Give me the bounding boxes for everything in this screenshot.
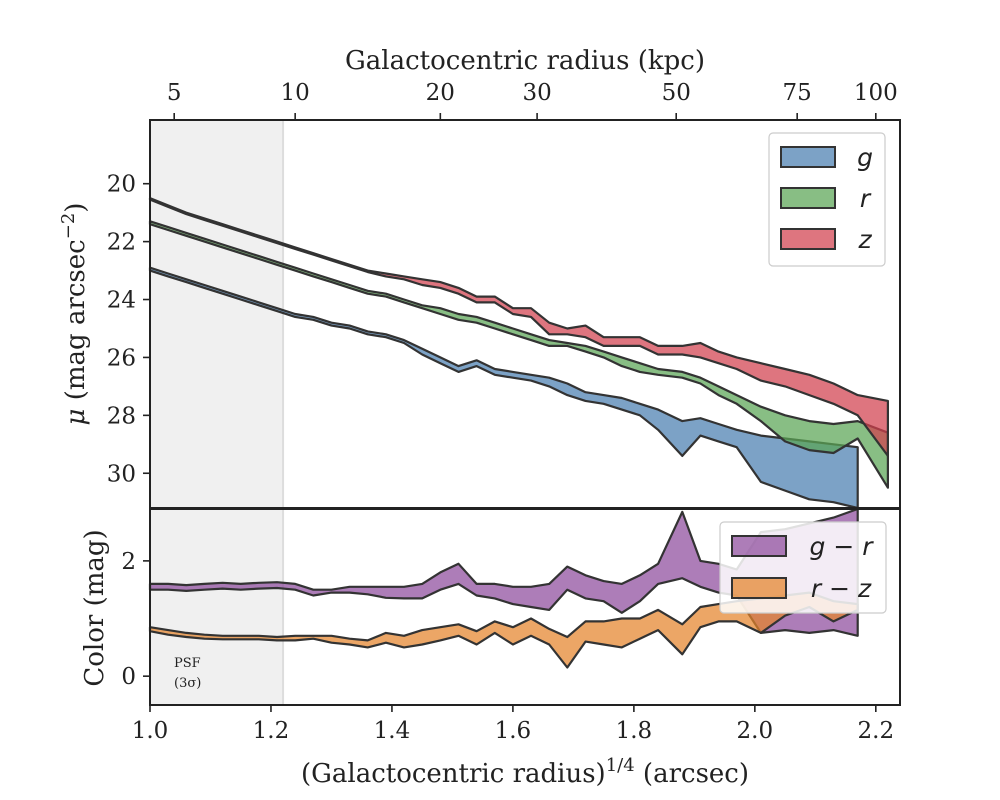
legend-swatch xyxy=(780,146,836,168)
psf-shaded-region-top xyxy=(150,120,284,508)
legend-label: z xyxy=(857,225,872,254)
y-tick-label: 24 xyxy=(107,288,136,314)
top-axis-kpc-ticks: 5 10 20 30 50 75 100 xyxy=(167,80,898,120)
bottom-panel-frame xyxy=(149,508,901,706)
kpc-tick-label: 10 xyxy=(281,80,310,106)
psf-sigma-label: (3σ) xyxy=(174,676,201,691)
legend-swatch xyxy=(731,577,787,599)
kpc-tick-label: 20 xyxy=(426,80,455,106)
y-tick-label: 20 xyxy=(107,172,136,198)
x-tick-label: 1.6 xyxy=(495,718,532,744)
top-panel-legend: grz xyxy=(768,132,886,267)
bottom-axis-title: (Galactocentric radius)1/4 (arcsec) xyxy=(301,755,749,789)
psf-shaded-region-bottom xyxy=(150,509,284,705)
legend-label: r − z xyxy=(811,574,872,603)
legend-swatch xyxy=(780,228,836,250)
bottom-panel-y-axis-title: Color (mag) xyxy=(80,529,110,686)
y-tick-label: 30 xyxy=(107,461,136,487)
legend-label: g xyxy=(857,143,873,172)
psf-label: PSF xyxy=(174,656,201,671)
y-tick-label: 0 xyxy=(121,664,136,690)
bottom-panel-y-ticks: 02 xyxy=(121,549,150,690)
kpc-tick-label: 5 xyxy=(167,80,182,106)
legend-swatch xyxy=(731,535,787,557)
legend-label: r xyxy=(860,184,872,213)
band-z-2 xyxy=(148,197,890,457)
x-tick-label: 2.2 xyxy=(858,718,895,744)
band-r-1 xyxy=(148,220,890,489)
bottom-axis-x-ticks: 1.0 1.2 1.4 1.6 1.8 2.0 2.2 xyxy=(132,705,894,744)
top-panel-y-axis-title: μ (mag arcsec−2) xyxy=(58,203,91,426)
top-axis-title: Galactocentric radius (kpc) xyxy=(345,46,705,76)
x-tick-label: 2.0 xyxy=(737,718,774,744)
y-tick-label: 22 xyxy=(107,230,136,256)
y-tick-label: 26 xyxy=(107,345,136,371)
x-tick-label: 1.0 xyxy=(132,718,169,744)
legend-swatch xyxy=(780,187,836,209)
kpc-tick-label: 50 xyxy=(662,80,691,106)
kpc-tick-label: 100 xyxy=(854,80,898,106)
kpc-tick-label: 30 xyxy=(522,80,551,106)
kpc-tick-label: 75 xyxy=(783,80,812,106)
y-tick-label: 2 xyxy=(121,549,136,575)
legend-label: g − r xyxy=(810,532,875,561)
surface-brightness-bands xyxy=(148,197,890,510)
top-panel-y-ticks: 20 22 24 26 28 30 xyxy=(107,172,150,487)
band-gr-0 xyxy=(148,507,859,637)
x-tick-label: 1.8 xyxy=(616,718,653,744)
bottom-panel-legend: g − r r − z xyxy=(719,521,887,614)
x-tick-label: 1.4 xyxy=(374,718,411,744)
y-tick-label: 28 xyxy=(107,403,136,429)
x-tick-label: 1.2 xyxy=(253,718,290,744)
